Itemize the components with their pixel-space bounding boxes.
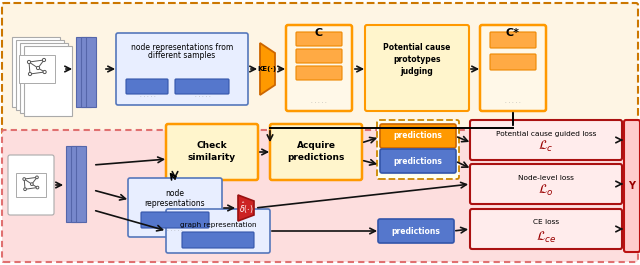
FancyBboxPatch shape [296,32,342,46]
FancyBboxPatch shape [365,25,469,111]
FancyBboxPatch shape [175,79,229,94]
Circle shape [28,60,31,64]
FancyBboxPatch shape [378,219,454,243]
Circle shape [36,176,38,179]
Text: · · · · ·: · · · · · [140,95,156,99]
FancyBboxPatch shape [490,54,536,70]
Text: predictions: predictions [287,152,345,161]
Circle shape [31,183,33,186]
FancyBboxPatch shape [470,120,622,160]
Text: similarity: similarity [188,152,236,161]
Text: $\mathcal{L}_{ce}$: $\mathcal{L}_{ce}$ [536,229,556,245]
Polygon shape [238,195,254,221]
Text: $\mathcal{L}_c$: $\mathcal{L}_c$ [538,138,554,153]
Bar [81,37,91,107]
Text: predictions: predictions [394,157,442,166]
Circle shape [24,188,26,191]
Text: predictions: predictions [394,131,442,140]
Text: node: node [166,188,184,197]
FancyBboxPatch shape [380,124,456,148]
Bar [16,173,46,197]
Text: KE(·): KE(·) [257,66,276,72]
Text: Acquire: Acquire [296,140,335,149]
FancyBboxPatch shape [126,79,168,94]
Text: · · · · ·: · · · · · [505,100,521,105]
Circle shape [42,58,45,61]
FancyBboxPatch shape [166,209,270,253]
FancyBboxPatch shape [166,124,258,180]
Bar [76,37,86,107]
Bar [71,146,81,222]
Text: predictions: predictions [392,227,440,236]
Polygon shape [260,43,275,95]
FancyBboxPatch shape [490,32,536,48]
Text: judging: judging [401,67,433,76]
FancyBboxPatch shape [286,25,352,111]
Text: CE loss: CE loss [533,219,559,225]
Bar [24,46,72,116]
Circle shape [28,72,31,76]
Bar [12,37,60,107]
Text: graph representation: graph representation [180,222,256,228]
FancyBboxPatch shape [116,33,248,105]
Text: Y: Y [628,181,636,191]
Circle shape [36,67,40,70]
Text: different samples: different samples [148,51,216,60]
FancyBboxPatch shape [296,49,342,63]
FancyBboxPatch shape [380,149,456,173]
Text: C*: C* [506,28,520,38]
FancyBboxPatch shape [128,178,222,237]
FancyBboxPatch shape [377,120,459,179]
FancyBboxPatch shape [470,164,622,204]
Text: · · · · ·: · · · · · [195,95,211,99]
FancyBboxPatch shape [270,124,362,180]
Bar [16,40,64,110]
FancyBboxPatch shape [2,3,638,134]
Text: Node-level loss: Node-level loss [518,175,574,181]
Text: Potential cause: Potential cause [383,43,451,52]
Text: · · · · ·: · · · · · [167,228,183,233]
FancyBboxPatch shape [141,212,209,228]
Circle shape [23,178,26,180]
FancyBboxPatch shape [480,25,546,111]
Bar [19,55,55,83]
FancyBboxPatch shape [296,66,342,80]
Text: C: C [315,28,323,38]
FancyBboxPatch shape [2,130,638,262]
Text: prototypes: prototypes [393,55,441,64]
Bar [86,37,96,107]
FancyBboxPatch shape [182,232,254,248]
FancyBboxPatch shape [8,155,54,215]
Text: Potential cause guided loss: Potential cause guided loss [496,131,596,137]
Bar [20,43,68,113]
FancyBboxPatch shape [624,120,640,252]
Text: representations: representations [145,198,205,207]
Circle shape [43,70,46,74]
Text: · · · · ·: · · · · · [311,100,327,105]
Bar [66,146,76,222]
Text: Check: Check [196,140,227,149]
Text: $\hat{\delta}(\cdot)$: $\hat{\delta}(\cdot)$ [239,200,253,216]
Circle shape [36,186,39,189]
Bar [76,146,86,222]
FancyBboxPatch shape [470,209,622,249]
Text: node representations from: node representations from [131,42,233,51]
Text: $\mathcal{L}_o$: $\mathcal{L}_o$ [538,182,554,197]
